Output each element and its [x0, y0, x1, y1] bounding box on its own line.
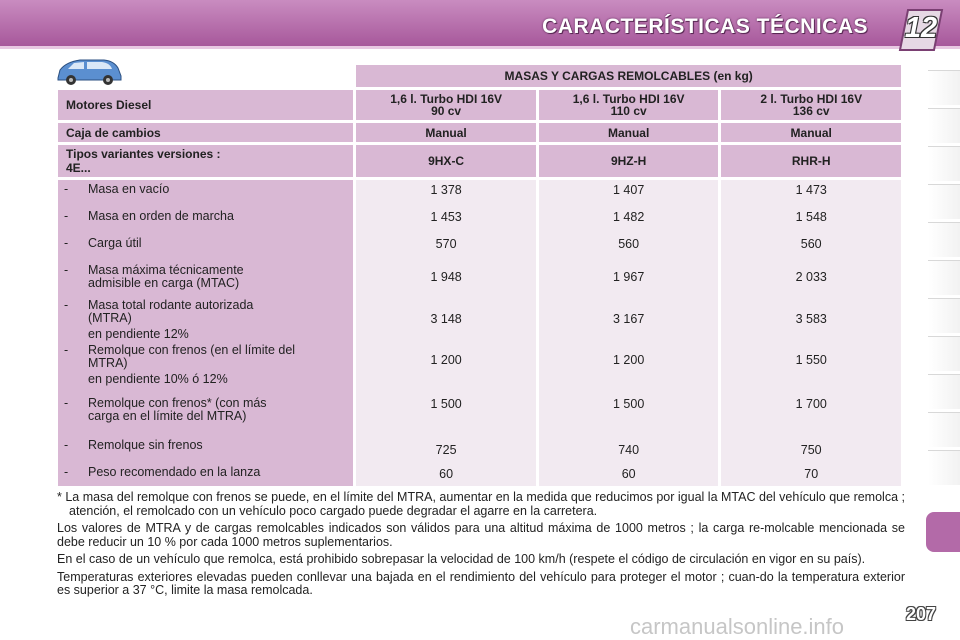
side-tab-active[interactable]	[926, 512, 960, 552]
gearbox-cell: Manual	[538, 123, 719, 142]
value-cell: 1 378	[430, 183, 462, 197]
engine-cell: 1,6 l. Turbo HDI 16V 110 cv	[538, 90, 719, 120]
value-cell: 1 500	[613, 397, 645, 411]
side-tab[interactable]	[928, 184, 960, 219]
values-col: 1 378 1 453 570 1 948 3 148 1 200 1 500 …	[356, 180, 536, 486]
car-icon	[57, 59, 122, 85]
table-title-row: MASAS Y CARGAS REMOLCABLES (en kg)	[58, 65, 901, 87]
engine-cell: 1,6 l. Turbo HDI 16V 90 cv	[356, 90, 536, 120]
note-paragraph: Los valores de MTRA y de cargas remolcab…	[57, 521, 905, 549]
page-number: 207	[906, 604, 937, 624]
value-cell: 1 967	[613, 270, 645, 284]
side-tab[interactable]	[928, 450, 960, 485]
value-cell: 1 700	[795, 397, 827, 411]
variant-cell: RHR-H	[721, 145, 901, 177]
value-cell: 1 453	[430, 210, 462, 224]
value-cell: 3 148	[430, 312, 462, 326]
header-band	[0, 0, 960, 46]
side-tab[interactable]	[928, 222, 960, 257]
chapter-number: 12	[904, 12, 938, 44]
row-label: - Remolque con frenos* (con más carga en e…	[64, 396, 267, 423]
value-cell: 60	[621, 467, 636, 481]
gearbox-row: Caja de cambios Manual Manual Manual	[58, 123, 901, 142]
table-title: MASAS Y CARGAS REMOLCABLES (en kg)	[356, 65, 901, 87]
note-footnote: * La masa del remolque con frenos se pue…	[57, 490, 905, 518]
row-label: - Masa total rodante autorizada (MTRA) en …	[64, 298, 254, 341]
gearbox-cell: Manual	[356, 123, 536, 142]
value-cell: 560	[618, 237, 640, 251]
variant-cell: 9HZ-H	[538, 145, 719, 177]
value-cell: 560	[800, 237, 822, 251]
side-tab[interactable]	[928, 70, 960, 105]
side-tab[interactable]	[928, 298, 960, 333]
values-col: 1 407 1 482 560 1 967 3 167 1 200 1 500 …	[538, 180, 719, 486]
value-cell: 1 548	[795, 210, 827, 224]
row-label: - Masa máxima técnicamente admisible en ca…	[64, 263, 244, 290]
value-cell: 570	[435, 237, 457, 251]
value-cell: 2 033	[795, 270, 827, 284]
chapter-badge-icon	[898, 9, 944, 51]
row-label: - Masa en vacío	[64, 182, 170, 196]
note-paragraph: Temperaturas exteriores elevadas pueden …	[57, 569, 905, 597]
row-label: - Masa en orden de marcha	[64, 209, 234, 223]
row-label: - Remolque sin frenos	[64, 438, 203, 452]
value-cell: 1 482	[613, 210, 645, 224]
value-cell: 3 583	[795, 312, 827, 326]
header-divider	[0, 46, 960, 49]
engines-label: Motores Diesel	[58, 90, 354, 120]
table-body-row: - Masa en vacío - Masa en orden de marcha …	[58, 180, 901, 486]
value-cell: 1 500	[430, 397, 462, 411]
side-tab[interactable]	[928, 412, 960, 447]
value-cell: 1 948	[430, 270, 462, 284]
value-cell: 1 200	[430, 353, 462, 367]
value-cell: 1 200	[613, 353, 645, 367]
value-cell: 750	[800, 443, 822, 457]
row-label: - Carga útil	[64, 236, 142, 250]
value-cell: 60	[439, 467, 454, 481]
variants-row: Tipos variantes versiones : 4E... 9HX-C …	[58, 145, 901, 177]
side-tab[interactable]	[928, 260, 960, 295]
row-label: - Remolque con frenos (en el límite del MT…	[64, 343, 296, 386]
value-cell: 740	[618, 443, 640, 457]
engines-row: Motores Diesel 1,6 l. Turbo HDI 16V 90 cv…	[58, 90, 901, 120]
side-tab[interactable]	[928, 146, 960, 181]
side-tab[interactable]	[928, 336, 960, 371]
row-labels: - Masa en vacío - Masa en orden de marcha …	[58, 180, 354, 486]
value-cell: 70	[804, 467, 819, 481]
notes: * La masa del remolque con frenos se pue…	[57, 490, 905, 602]
value-cell: 725	[435, 443, 457, 457]
side-tab[interactable]	[928, 108, 960, 143]
value-cell: 3 167	[613, 312, 645, 326]
value-cell: 1 407	[613, 183, 645, 197]
towing-weights-table: MASAS Y CARGAS REMOLCABLES (en kg) Motor…	[55, 62, 904, 489]
gearbox-cell: Manual	[721, 123, 901, 142]
variant-cell: 9HX-C	[356, 145, 536, 177]
value-cell: 1 550	[795, 353, 827, 367]
side-tab[interactable]	[928, 374, 960, 409]
note-paragraph: En el caso de un vehículo que remolca, e…	[57, 552, 866, 566]
values-col: 1 473 1 548 560 2 033 3 583 1 550 1 700 …	[721, 180, 901, 486]
row-label: - Peso recomendado en la lanza	[64, 465, 261, 479]
variants-label: Tipos variantes versiones : 4E...	[58, 145, 354, 177]
engine-cell: 2 l. Turbo HDI 16V 136 cv	[721, 90, 901, 120]
watermark: carmanualsonline.info	[630, 614, 845, 639]
page-title: CARACTERÍSTICAS TÉCNICAS	[542, 15, 868, 38]
value-cell: 1 473	[795, 183, 827, 197]
gearbox-label: Caja de cambios	[58, 123, 354, 142]
